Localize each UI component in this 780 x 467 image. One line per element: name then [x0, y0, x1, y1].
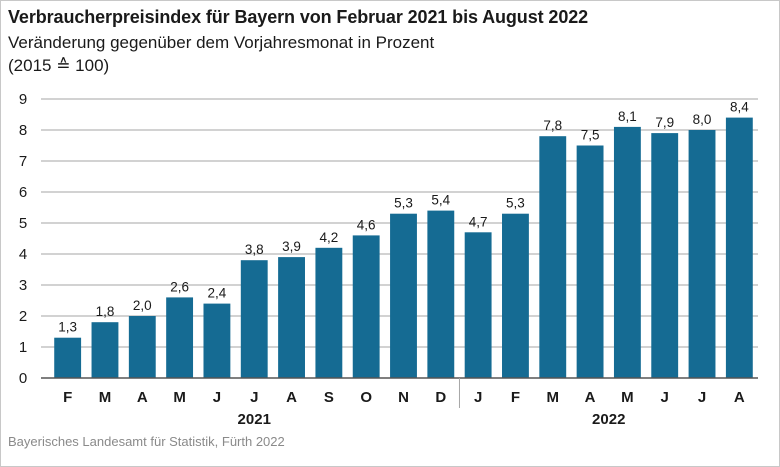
- bar: [651, 133, 679, 378]
- data-label: 1,3: [58, 320, 77, 335]
- data-label: 3,9: [282, 239, 301, 254]
- x-tick-label: F: [63, 389, 72, 406]
- y-tick-label: 9: [19, 91, 27, 108]
- bar: [240, 260, 268, 378]
- x-tick-label: A: [734, 389, 745, 406]
- chart-base-note: (2015 ≙ 100): [8, 56, 110, 75]
- x-tick-label: A: [585, 389, 596, 406]
- data-label: 4,2: [319, 230, 338, 245]
- chart-subtitle: Veränderung gegenüber dem Vorjahresmonat…: [8, 33, 435, 52]
- x-tick-label: N: [398, 389, 409, 406]
- x-tick-label: M: [173, 389, 186, 406]
- bar: [688, 130, 716, 378]
- x-tick-label: M: [547, 389, 560, 406]
- x-tick-label: F: [511, 389, 520, 406]
- y-tick-label: 7: [19, 153, 27, 170]
- bar: [613, 126, 641, 379]
- x-tick-label: S: [324, 389, 334, 406]
- year-group-label: 2022: [592, 411, 625, 428]
- year-group-label: 2021: [238, 411, 271, 428]
- bar: [427, 210, 455, 378]
- x-tick-label: M: [621, 389, 634, 406]
- x-tick-label: J: [698, 389, 706, 406]
- data-label: 1,8: [96, 304, 115, 319]
- data-label: 2,4: [208, 286, 227, 301]
- chart-title: Verbraucherpreisindex für Bayern von Feb…: [8, 7, 589, 27]
- x-tick-label: J: [661, 389, 669, 406]
- y-tick-label: 3: [19, 277, 27, 294]
- data-label: 2,6: [170, 279, 189, 294]
- data-label: 7,8: [543, 118, 562, 133]
- data-label: 5,3: [506, 196, 525, 211]
- bar: [54, 337, 82, 378]
- bar: [725, 117, 753, 378]
- y-tick-label: 2: [19, 308, 27, 325]
- bar: [315, 247, 343, 378]
- x-tick-label: D: [435, 389, 446, 406]
- data-label: 4,6: [357, 217, 376, 232]
- bar: [91, 322, 119, 378]
- data-label: 7,9: [655, 115, 674, 130]
- data-label: 5,3: [394, 196, 413, 211]
- bar: [203, 303, 231, 378]
- bar: [278, 257, 305, 378]
- bar: [390, 213, 417, 378]
- bar: [576, 145, 604, 378]
- y-tick-label: 0: [19, 370, 27, 387]
- data-label: 5,4: [431, 193, 450, 208]
- bar: [502, 213, 529, 378]
- bar: [539, 136, 567, 378]
- x-tick-label: J: [250, 389, 258, 406]
- data-label: 8,0: [693, 112, 712, 127]
- x-tick-label: J: [474, 389, 482, 406]
- source-note: Bayerisches Landesamt für Statistik, Für…: [8, 434, 285, 449]
- x-tick-label: O: [360, 389, 372, 406]
- data-label: 7,5: [581, 128, 600, 143]
- y-tick-label: 6: [19, 184, 27, 201]
- y-tick-label: 4: [19, 246, 27, 263]
- data-label: 4,7: [469, 214, 488, 229]
- x-tick-label: M: [99, 389, 112, 406]
- x-tick-label: A: [137, 389, 148, 406]
- x-tick-label: A: [286, 389, 297, 406]
- data-label: 2,0: [133, 298, 152, 313]
- data-label: 3,8: [245, 242, 264, 257]
- y-tick-label: 8: [19, 122, 27, 139]
- data-label: 8,4: [730, 100, 749, 115]
- y-tick-label: 5: [19, 215, 27, 232]
- data-label: 8,1: [618, 109, 637, 124]
- bar: [128, 316, 156, 378]
- bar: [166, 297, 194, 378]
- bar: [352, 235, 380, 378]
- bar: [464, 232, 492, 378]
- y-tick-label: 1: [19, 339, 27, 356]
- x-tick-label: J: [213, 389, 221, 406]
